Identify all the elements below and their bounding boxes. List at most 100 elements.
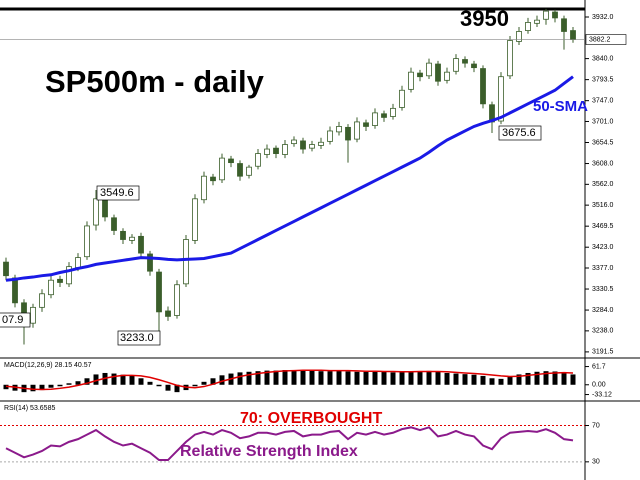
candle-body (552, 11, 558, 19)
macd-bar (462, 374, 468, 385)
chart-title: SP500m - daily (45, 64, 265, 99)
macd-bar (309, 370, 315, 385)
macd-bar (417, 371, 423, 385)
candle-body (30, 306, 36, 324)
macd-bar (93, 374, 99, 385)
macd-bar (120, 374, 126, 385)
candle-body (75, 257, 81, 268)
macd-bar (138, 378, 144, 385)
macd-bar (525, 372, 531, 385)
candle-body (453, 58, 459, 72)
macd-bar (453, 373, 459, 385)
candle-body (273, 147, 279, 154)
macd-bar (354, 371, 360, 385)
candle-body (426, 62, 432, 77)
label-box (117, 330, 161, 346)
y-tick-label: 3516.0 (592, 202, 614, 209)
macd-bar (48, 384, 54, 388)
y-tick-label: 3747.0 (592, 98, 614, 105)
candle-body (192, 198, 198, 241)
candle-body (534, 19, 540, 24)
candle-body (255, 153, 261, 167)
annotation: Relative Strength Index (180, 443, 358, 460)
y-tick-label: 70 (592, 422, 600, 429)
macd-bar (111, 373, 117, 385)
candle-body (84, 225, 90, 258)
candle-body (498, 76, 504, 122)
macd-bar (561, 372, 567, 385)
macd-bar (291, 370, 297, 385)
macd-bar (444, 372, 450, 385)
candle-body (291, 139, 297, 145)
candle-body (417, 72, 423, 78)
panel-title: MACD(12,26,9) 28.15 40.57 (4, 362, 92, 369)
annotation: 3950 (460, 6, 509, 31)
macd-bar (300, 370, 306, 385)
macd-bar (246, 371, 252, 385)
y-tick-label: 3654.5 (592, 139, 614, 146)
candle-body (93, 198, 99, 226)
macd-bar (66, 383, 72, 385)
label-box (96, 185, 140, 201)
y-tick-label: 3423.0 (592, 244, 614, 251)
macd-bar (147, 381, 153, 385)
annotation: 70: OVERBOUGHT (240, 410, 382, 427)
y-tick-label: 3330.5 (592, 286, 614, 293)
macd-bar (363, 371, 369, 385)
annotation: 07.9 (2, 314, 23, 326)
y-tick-label: 3377.0 (592, 265, 614, 272)
macd-bar (480, 375, 486, 385)
candle-body (201, 175, 207, 201)
macd-bar (390, 372, 396, 385)
y-tick-label: 0.00 (592, 382, 606, 389)
candle-body (102, 199, 108, 218)
macd-bar (84, 378, 90, 385)
candle-body (66, 266, 72, 285)
macd-bar (543, 371, 549, 385)
candle-body (336, 126, 342, 133)
macd-bar (345, 371, 351, 385)
candle-body (120, 230, 126, 240)
candle-body (525, 22, 531, 31)
signal-line (5, 369, 574, 391)
candle-body (147, 253, 153, 272)
candle-body (318, 141, 324, 146)
macd-bar (237, 372, 243, 385)
macd-bar (57, 384, 63, 387)
rsi-line (5, 426, 574, 462)
macd-bar (39, 384, 45, 391)
candle-body (48, 279, 54, 296)
price-box (585, 34, 627, 45)
y-tick-label: 3840.0 (592, 55, 614, 62)
sma-line (5, 75, 574, 282)
candle-body (390, 107, 396, 117)
annotation: 3549.6 (100, 187, 134, 199)
macd-bar (129, 375, 135, 385)
candle-body (174, 284, 180, 316)
candle-body (309, 144, 315, 149)
macd-bar (219, 375, 225, 385)
macd-bar (471, 374, 477, 385)
macd-bar (192, 384, 198, 387)
candle-body (327, 130, 333, 142)
macd-bar (210, 378, 216, 385)
y-tick-label: 30 (592, 459, 600, 466)
macd-bar (534, 371, 540, 385)
candle-body (282, 144, 288, 155)
y-tick-label: 3932.0 (592, 14, 614, 21)
annotation: 50-SMA (533, 98, 588, 115)
candle-body (480, 68, 486, 105)
macd-bar (273, 370, 279, 385)
candle-body (210, 176, 216, 182)
plot: 3932.0 3840.0 3793.5 3747.0 3701.0 3654.5 3608… (0, 8, 627, 466)
label-box (498, 125, 542, 141)
macd-bar (327, 371, 333, 385)
candle-body (39, 293, 45, 308)
macd-bar (264, 370, 270, 385)
macd-bar (255, 371, 261, 385)
candle-body (372, 112, 378, 126)
y-tick-label: 3191.5 (592, 349, 614, 356)
candle-body (444, 71, 450, 81)
macd-bar (372, 371, 378, 385)
